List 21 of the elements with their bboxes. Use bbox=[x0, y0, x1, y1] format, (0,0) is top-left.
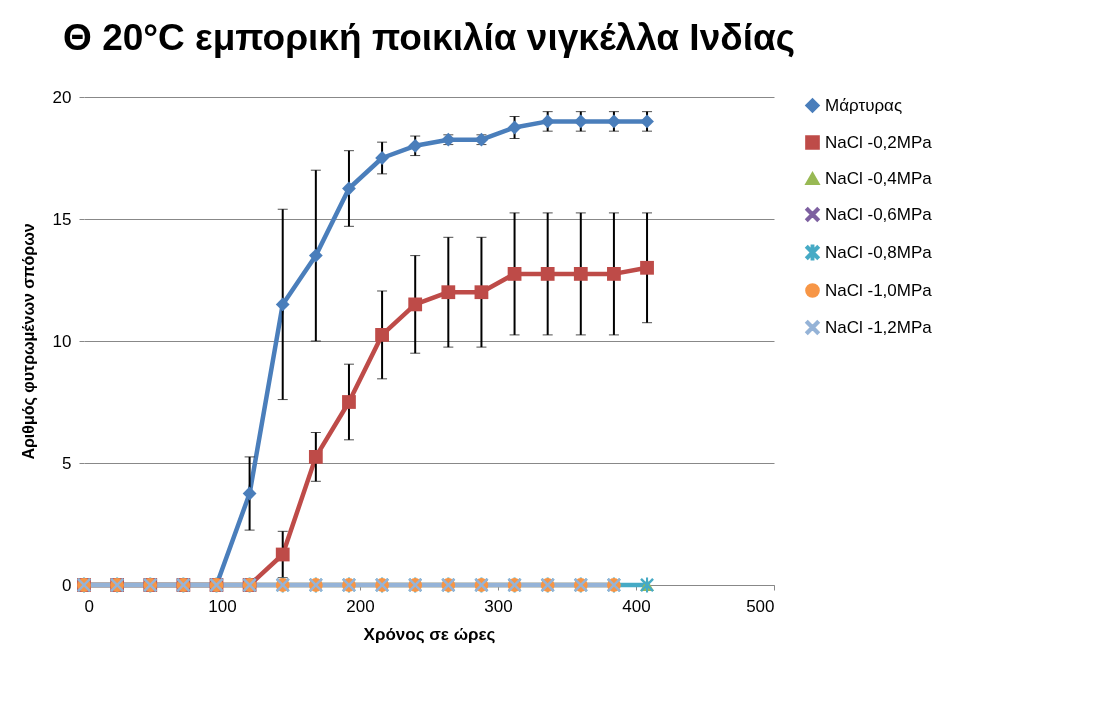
y-tick-label: 15 bbox=[52, 209, 72, 229]
x-axis-title: Χρόνος σε ώρες bbox=[363, 624, 496, 644]
legend-label: Μάρτυρας bbox=[825, 95, 903, 115]
x-tick-label: 200 bbox=[346, 596, 375, 616]
legend-label: NaCl -0,6MPa bbox=[825, 204, 933, 224]
y-tick-label: 20 bbox=[52, 87, 72, 107]
x-tick-label: 100 bbox=[208, 596, 237, 616]
x-tick-label: 500 bbox=[746, 596, 775, 616]
y-tick-label: 5 bbox=[62, 453, 72, 473]
x-tick-label: 0 bbox=[84, 596, 94, 616]
legend-label: NaCl -0,4MPa bbox=[825, 168, 933, 188]
y-axis-title: Αριθμός φυτρωμένων σπόρων bbox=[19, 223, 38, 460]
x-tick-label: 400 bbox=[622, 596, 651, 616]
legend-label: NaCl -1,0MPa bbox=[825, 280, 933, 300]
chart-title: Θ 20°C εμπορική ποικιλία νιγκέλλα Ινδίας bbox=[63, 17, 795, 58]
y-tick-label: 10 bbox=[52, 331, 72, 351]
y-tick-label: 0 bbox=[62, 575, 72, 595]
x-tick-label: 300 bbox=[484, 596, 513, 616]
legend-label: NaCl -0,2MPa bbox=[825, 132, 933, 152]
legend-label: NaCl -0,8MPa bbox=[825, 242, 933, 262]
legend-label: NaCl -1,2MPa bbox=[825, 317, 933, 337]
